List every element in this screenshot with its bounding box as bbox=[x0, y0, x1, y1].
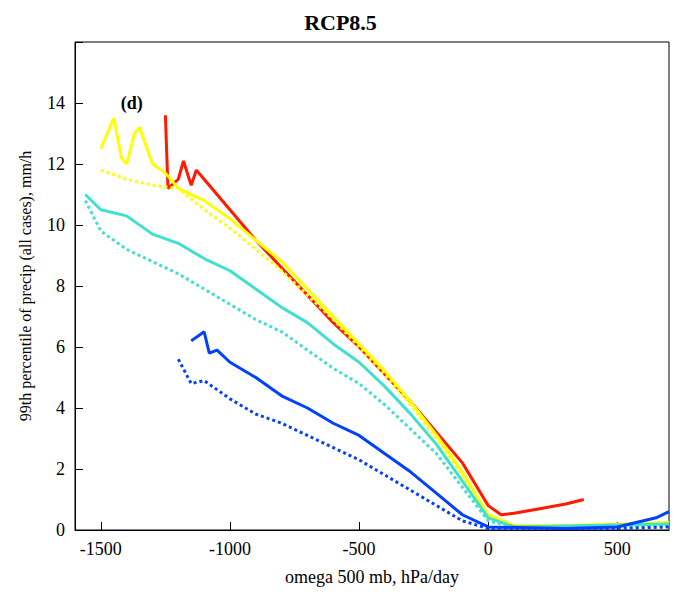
svg-text:0: 0 bbox=[56, 520, 65, 540]
svg-text:-1000: -1000 bbox=[209, 539, 251, 559]
svg-text:RCP8.5: RCP8.5 bbox=[304, 10, 377, 35]
svg-text:4: 4 bbox=[56, 398, 65, 418]
svg-text:10: 10 bbox=[47, 215, 65, 235]
svg-text:12: 12 bbox=[47, 154, 65, 174]
svg-text:-500: -500 bbox=[343, 539, 376, 559]
svg-text:99th percentile of precip (all: 99th percentile of precip (all cases), m… bbox=[17, 151, 35, 422]
svg-text:6: 6 bbox=[56, 337, 65, 357]
svg-text:-1500: -1500 bbox=[80, 539, 122, 559]
svg-text:500: 500 bbox=[604, 539, 631, 559]
svg-text:omega 500 mb, hPa/day: omega 500 mb, hPa/day bbox=[285, 567, 459, 587]
svg-text:8: 8 bbox=[56, 276, 65, 296]
svg-text:(d): (d) bbox=[121, 93, 143, 114]
svg-text:2: 2 bbox=[56, 459, 65, 479]
svg-text:0: 0 bbox=[484, 539, 493, 559]
svg-text:14: 14 bbox=[47, 93, 65, 113]
